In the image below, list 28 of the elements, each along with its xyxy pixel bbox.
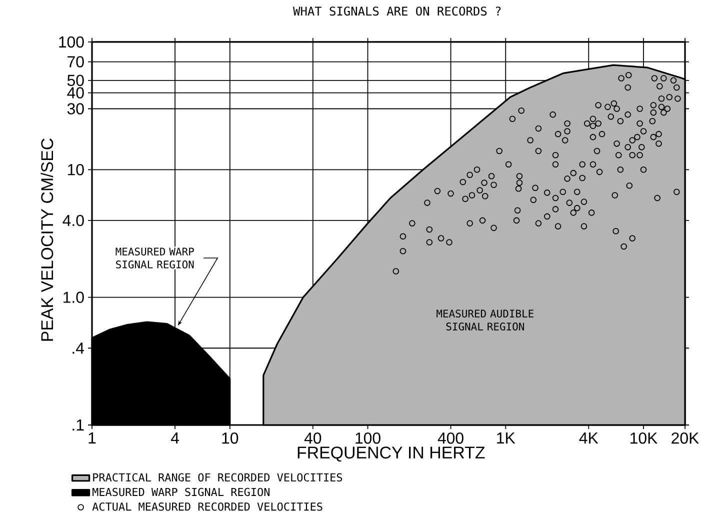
x-axis-title: FREQUENCY IN HERTZ [298,446,485,462]
y-tick-label: 1.0 [64,292,84,303]
x-tick-label: 1 [88,432,96,444]
annotation: MEASURED AUDIBLE SIGNAL REGION [436,310,534,330]
y-tick-label: 100 [59,36,84,48]
x-tick-label: 400 [438,432,464,444]
x-tick-label: 40 [304,432,322,444]
y-tick-label: 50 [67,74,84,86]
y-tick-label: .4 [72,342,84,354]
annotation: MEASURED WARP SIGNAL REGION [116,248,194,268]
x-tick-label: 100 [356,432,380,444]
x-tick-label: 10 [222,432,238,444]
chart-title: WHAT SIGNALS ARE ON RECORDS ? [293,6,501,16]
y-tick-label: 10 [68,164,84,176]
y-tick-label: 40 [67,87,84,98]
y-axis-title: PEAK VELOCITY CM/SEC [40,138,54,341]
legend-label: MEASURED WARP SIGNAL REGION [92,488,270,496]
x-tick-label: 4K [579,432,598,444]
y-tick-label: 30 [67,103,84,114]
x-tick-label: 20K [672,432,700,444]
y-tick-label: .1 [72,420,84,430]
legend-label: ACTUAL MEASURED RECORDED VELOCITIES [92,502,322,511]
x-tick-label: 1K [497,432,516,444]
y-tick-label: 70 [68,56,84,68]
x-tick-label: 10K [630,432,658,444]
x-tick-label: 4 [170,432,179,444]
y-tick-label: 4.0 [62,214,84,226]
legend-label: PRACTICAL RANGE OF RECORDED VELOCITIES [93,473,342,482]
